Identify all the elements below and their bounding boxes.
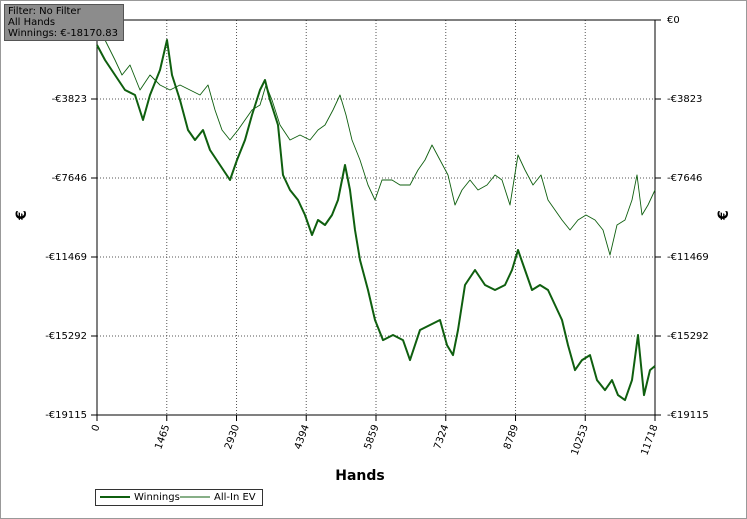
series-line xyxy=(96,24,656,256)
x-tick-label: 0 xyxy=(90,423,103,433)
y2-tick-label: €0 xyxy=(667,15,680,26)
y-axis-label: € xyxy=(14,210,30,221)
info-box: Filter: No Filter All Hands Winnings: €-… xyxy=(4,4,124,41)
info-line: All Hands xyxy=(8,17,56,28)
y2-tick-label: -€15292 xyxy=(667,331,709,342)
y-tick-label: -€3823 xyxy=(52,94,87,105)
y2-tick-label: -€19115 xyxy=(667,410,709,421)
legend-label: All-In EV xyxy=(214,492,256,503)
y-tick-label: -€7646 xyxy=(52,173,87,184)
series-line xyxy=(96,39,656,402)
y-tick-label: -€15292 xyxy=(45,331,87,342)
y2-axis-label: € xyxy=(716,210,732,221)
y2-tick-label: -€7646 xyxy=(667,173,702,184)
legend-label: Winnings xyxy=(134,492,180,503)
x-axis-label: Hands xyxy=(335,468,385,484)
plot-border xyxy=(96,19,656,416)
y-tick-label: -€11469 xyxy=(45,252,87,263)
y2-tick-label: -€3823 xyxy=(667,94,702,105)
y-tick-label: -€19115 xyxy=(45,410,87,421)
y2-tick-label: -€11469 xyxy=(667,252,709,263)
info-line: Winnings: €-18170.83 xyxy=(8,28,119,39)
plot-area xyxy=(97,20,655,415)
info-line: Filter: No Filter xyxy=(8,6,81,17)
legend xyxy=(95,489,263,506)
